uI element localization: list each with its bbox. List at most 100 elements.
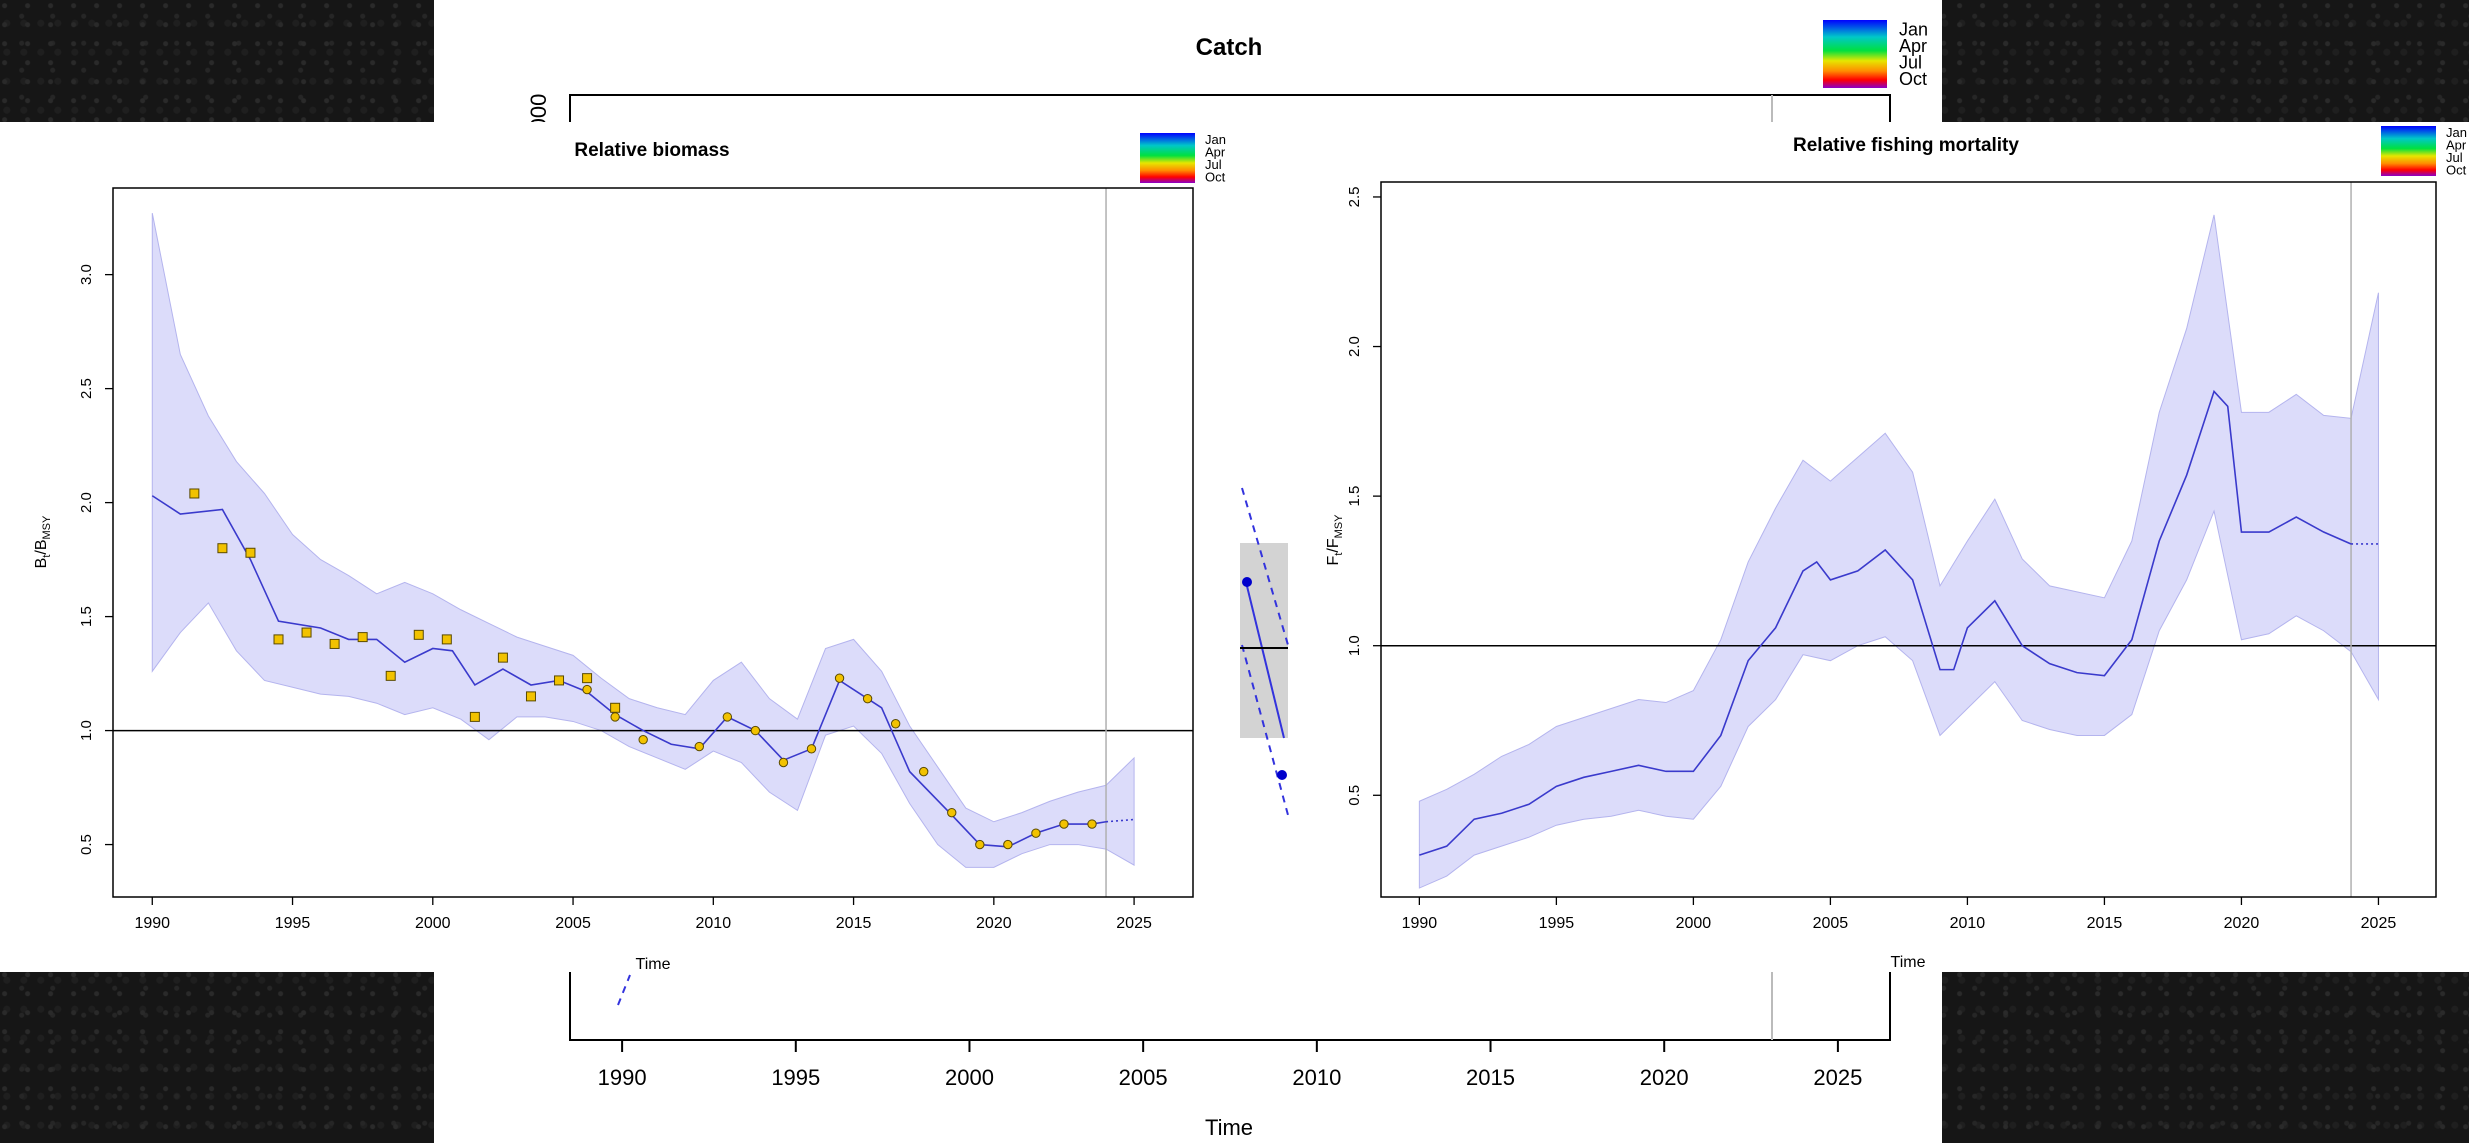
catch-x-label: Time	[1205, 1115, 1253, 1140]
biomass-index-circle	[638, 734, 648, 745]
biomass-legend-entry: Apr	[1205, 145, 1226, 160]
biomass-x-tick-label: 2010	[696, 915, 732, 932]
biomass-index-circle	[947, 807, 957, 818]
catch-x-tick-label: 2005	[1119, 1065, 1168, 1090]
biomass-x-label: Time	[636, 956, 671, 972]
fishing-x-tick-label: 1995	[1539, 915, 1575, 932]
catch-x-tick-label: 2025	[1813, 1065, 1862, 1090]
biomass-index-square	[441, 634, 452, 645]
biomass-index-square	[301, 627, 312, 638]
catch-legend-swatch	[1823, 20, 1887, 88]
biomass-index-square	[357, 632, 368, 643]
biomass-index-circle	[1059, 819, 1069, 829]
biomass-index-circle	[1087, 819, 1097, 829]
middle-strip-fragment	[1240, 487, 1289, 816]
fishing-plot-frame	[1380, 181, 2437, 898]
biomass-title: Relative biomass	[574, 140, 729, 161]
mid-dot-top	[1242, 577, 1252, 587]
biomass-y-label-part: MSY	[41, 515, 53, 540]
biomass-index-circle	[975, 839, 985, 850]
mid-grey-box	[1240, 543, 1288, 738]
biomass-index-square	[525, 691, 536, 702]
biomass-y-tick-label: 0.5	[78, 834, 95, 855]
fishing-legend-swatch	[2381, 126, 2436, 176]
catch-x-tick-label: 2020	[1640, 1065, 1689, 1090]
biomass-legend-entry: Oct	[1205, 170, 1226, 185]
biomass-index-square	[497, 652, 508, 663]
fishing-legend-entry: Jul	[2446, 150, 2463, 165]
biomass-index-square	[385, 670, 396, 681]
biomass-index-square	[217, 543, 228, 554]
biomass-y-label-part: B	[33, 558, 50, 569]
fishing-legend-entry: Oct	[2446, 163, 2467, 178]
biomass-index-circle	[694, 741, 704, 752]
biomass-index-square	[329, 638, 340, 649]
biomass-confidence-band	[151, 212, 1135, 868]
catch-x-tick-label: 2015	[1466, 1065, 1515, 1090]
mid-dot-bottom	[1277, 770, 1287, 780]
biomass-index-circle	[834, 673, 845, 683]
fishing-x-tick-label: 2020	[2224, 915, 2260, 932]
fishing-y-tick-label: 1.0	[1346, 635, 1363, 656]
biomass-legend-entry: Jan	[1205, 132, 1226, 147]
fishing-x-tick-label: 2010	[1950, 915, 1986, 932]
biomass-y-tick-label: 1.0	[78, 720, 95, 741]
fishing-x-tick-label: 1990	[1402, 915, 1438, 932]
biomass-y-tick-label: 2.5	[78, 378, 95, 399]
biomass-x-tick-label: 1995	[275, 915, 311, 932]
fishing-confidence-band	[1418, 214, 2379, 889]
biomass-x-tick-label: 2020	[976, 915, 1012, 932]
catch-fragment-line	[617, 974, 631, 1006]
biomass-y-tick-label: 2.0	[78, 492, 95, 513]
biomass-index-square	[582, 673, 593, 684]
catch-x-tick-label: 1995	[771, 1065, 820, 1090]
fishing-y-label-part: MSY	[1333, 514, 1345, 539]
catch-legend-entry: Apr	[1899, 36, 1927, 56]
biomass-index-circle	[1003, 839, 1013, 850]
catch-title: Catch	[1196, 34, 1263, 61]
fishing-panel: Relative fishing mortality Jan Apr Jul Oct 19…	[1296, 122, 2469, 972]
biomass-index-circle	[778, 757, 789, 768]
biomass-y-tick-label: 3.0	[78, 264, 95, 285]
biomass-plot-frame	[112, 187, 1194, 898]
biomass-y-label-part: /B	[33, 539, 50, 554]
fishing-y-label: Ft/FMSY	[1325, 514, 1345, 566]
biomass-index-circle	[862, 693, 873, 704]
biomass-index-circle	[750, 725, 761, 736]
fishing-y-tick-label: 1.5	[1346, 486, 1363, 507]
biomass-index-square	[610, 702, 621, 713]
fishing-y-label-part: /F	[1325, 538, 1342, 552]
biomass-x-tick-label: 1990	[134, 915, 170, 932]
biomass-index-square	[245, 547, 256, 558]
catch-legend-entry: Oct	[1899, 69, 1927, 89]
biomass-legend-entry: Jul	[1205, 157, 1222, 172]
biomass-x-tick-label: 2025	[1116, 915, 1152, 932]
biomass-y-label-part: t	[41, 555, 53, 558]
fishing-x-tick-label: 2015	[2087, 915, 2123, 932]
catch-x-tick-label: 2000	[945, 1065, 994, 1090]
biomass-x-tick-label: 2005	[555, 915, 591, 932]
biomass-index-square	[189, 488, 200, 499]
biomass-index-circle	[1031, 828, 1041, 838]
biomass-index-square	[273, 634, 284, 645]
biomass-x-tick-label: 2015	[836, 915, 872, 932]
biomass-index-circle	[890, 719, 901, 729]
fishing-estimate-line	[1419, 389, 2352, 856]
biomass-x-tick-label: 2000	[415, 915, 451, 932]
fishing-y-tick-label: 2.5	[1346, 187, 1363, 208]
biomass-estimate-line	[151, 495, 1107, 848]
fishing-legend-entry: Jan	[2446, 125, 2467, 140]
fishing-title: Relative fishing mortality	[1793, 135, 2019, 156]
mid-dashed-line-2	[1241, 644, 1289, 816]
catch-x-tick-label: 1990	[598, 1065, 647, 1090]
fishing-x-tick-label: 2005	[1813, 915, 1849, 932]
catch-x-tick-label: 2010	[1292, 1065, 1341, 1090]
fishing-y-label-part: t	[1333, 553, 1345, 556]
mid-dashed-line-1	[1241, 487, 1289, 646]
biomass-panel: Relative biomass Jan Apr Jul Oct 1990 1995 2000…	[0, 122, 1238, 972]
biomass-y-tick-label: 1.5	[78, 606, 95, 627]
biomass-index-circle	[582, 684, 592, 695]
